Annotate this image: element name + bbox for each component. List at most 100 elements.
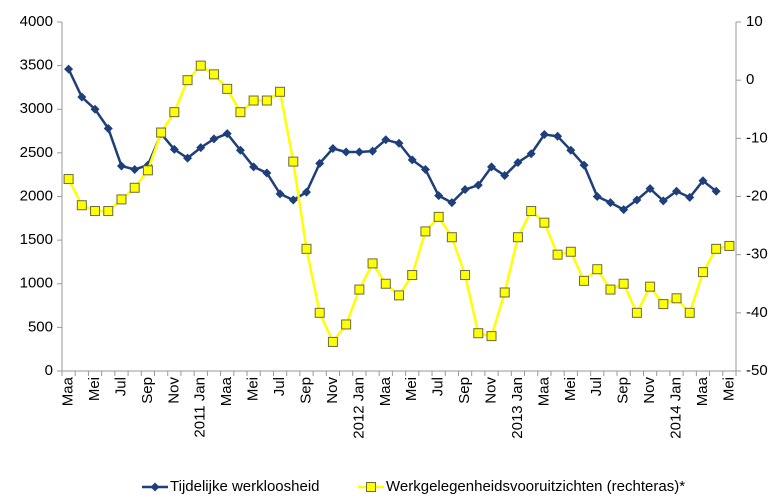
- point: [513, 157, 523, 167]
- point: [103, 123, 113, 133]
- point: [460, 270, 471, 281]
- point: [553, 131, 563, 141]
- y2-tick-label: 10: [746, 13, 763, 30]
- point: [354, 284, 365, 295]
- x-tick-label: Mei: [403, 377, 420, 401]
- point: [394, 138, 404, 148]
- point: [367, 258, 378, 269]
- point: [341, 147, 351, 157]
- point: [64, 64, 74, 74]
- legend-marker: [366, 482, 376, 492]
- x-tick-label: Sep: [456, 377, 473, 404]
- x-tick-label: 2013 Jan: [509, 377, 526, 439]
- point: [327, 336, 338, 347]
- point: [407, 270, 418, 281]
- point: [434, 191, 444, 201]
- y-tick-label: 3000: [20, 100, 53, 117]
- y-tick-label: 500: [28, 318, 53, 335]
- point: [512, 232, 523, 243]
- point: [499, 287, 510, 298]
- point: [262, 168, 272, 178]
- point: [658, 299, 669, 310]
- x-tick-label: Nov: [482, 377, 499, 404]
- y2-tick-label: -10: [746, 129, 768, 146]
- point: [671, 293, 682, 304]
- point: [314, 307, 325, 318]
- point: [645, 281, 656, 292]
- point: [407, 155, 417, 165]
- point: [196, 143, 206, 153]
- point: [697, 267, 708, 278]
- point: [566, 145, 576, 155]
- point: [605, 284, 616, 295]
- y2-tick-label: -30: [746, 246, 768, 263]
- point: [684, 307, 695, 318]
- y2-tick-label: -40: [746, 304, 768, 321]
- point: [328, 144, 338, 154]
- point: [275, 86, 286, 97]
- point: [380, 278, 391, 289]
- point: [77, 92, 87, 102]
- x-tick-label: Mei: [245, 377, 262, 401]
- point: [235, 145, 245, 155]
- point: [301, 187, 311, 197]
- point: [552, 249, 563, 260]
- series-line: [67, 68, 717, 211]
- point: [446, 232, 457, 243]
- point: [341, 319, 352, 330]
- x-tick-label: Nov: [165, 377, 182, 404]
- point: [658, 196, 668, 206]
- point: [539, 217, 550, 228]
- point: [473, 180, 483, 190]
- point: [103, 206, 114, 217]
- point: [724, 240, 735, 251]
- point: [222, 129, 232, 139]
- legend-marker: [150, 482, 160, 492]
- point: [685, 192, 695, 202]
- x-tick-label: Maa: [694, 376, 711, 406]
- point: [592, 264, 603, 275]
- point: [116, 161, 126, 171]
- legend-label: Tijdelijke werkloosheid: [170, 478, 320, 495]
- x-tick-label: Sep: [139, 377, 156, 404]
- x-tick-label: 2012 Jan: [350, 377, 367, 439]
- point: [288, 195, 298, 205]
- point: [195, 60, 206, 71]
- point: [301, 243, 312, 254]
- x-tick-label: Maa: [60, 376, 77, 406]
- point: [142, 165, 153, 176]
- point: [394, 290, 404, 301]
- point: [368, 146, 378, 156]
- point: [183, 153, 193, 163]
- point: [473, 328, 484, 339]
- point: [182, 75, 193, 86]
- x-tick-label: Jul: [430, 377, 447, 396]
- y-tick-label: 2500: [20, 144, 53, 161]
- point: [672, 186, 682, 196]
- point: [261, 95, 272, 106]
- x-tick-label: Jul: [112, 377, 129, 396]
- point: [288, 156, 299, 167]
- y-tick-label: 0: [45, 362, 53, 379]
- point: [420, 226, 431, 237]
- point: [711, 243, 722, 254]
- point: [209, 134, 219, 144]
- point: [698, 176, 708, 186]
- point: [90, 104, 100, 114]
- legend-label: Werkgelegenheidsvooruitzichten (rechtera…: [386, 478, 685, 495]
- point: [63, 174, 74, 185]
- point: [169, 144, 179, 154]
- x-tick-label: Nov: [641, 377, 658, 404]
- point: [433, 211, 444, 222]
- point: [460, 185, 470, 195]
- point: [487, 162, 497, 172]
- point: [526, 206, 537, 217]
- point: [565, 246, 576, 257]
- point: [420, 164, 430, 174]
- point: [526, 149, 536, 159]
- x-tick-label: Sep: [297, 377, 314, 404]
- point: [76, 200, 87, 211]
- point: [500, 171, 510, 181]
- point: [249, 162, 259, 172]
- y-tick-label: 2000: [20, 187, 53, 204]
